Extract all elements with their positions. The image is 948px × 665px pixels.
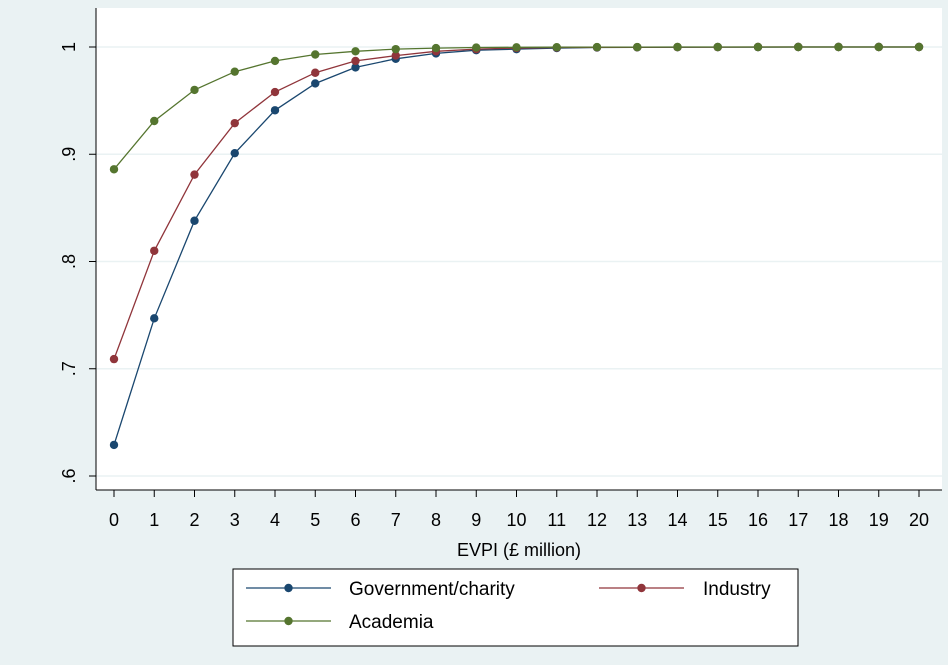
data-point-industry [150,246,159,255]
x-tick-label: 18 [828,510,848,530]
data-point-academia [431,43,441,53]
data-point-industry [190,170,199,179]
legend-label-industry: Industry [703,579,771,600]
data-point-industry [230,118,239,128]
x-tick-label: 8 [431,510,441,530]
legend-marker-industry [637,583,646,593]
y-tick-label: .6 [59,468,79,483]
data-point-industry [270,87,280,97]
data-point-academia [230,67,239,76]
x-tick-label: 6 [350,510,360,530]
data-point-academia [391,44,400,54]
data-point-academia [713,42,722,52]
x-tick-label: 19 [869,510,889,530]
data-point-government-charity [351,63,360,72]
x-tick-label: 17 [788,510,808,530]
data-point-government-charity [109,440,119,450]
x-tick-label: 16 [748,510,768,530]
data-point-academia [794,42,803,52]
data-point-academia [109,165,119,174]
data-point-academia [472,43,481,52]
data-point-academia [753,42,763,52]
legend-marker-government-charity [284,583,293,593]
axes: .6.7.8.910 1 2 3 4 5 6 7 8 9 10 11 12 13 14 15 16 17 18 19 2… [59,8,942,530]
legend-item-academia: Academia [246,612,434,633]
data-point-industry [109,354,119,364]
data-point-academia [351,47,360,56]
data-point-academia [190,85,199,95]
x-tick-label: 3 [230,510,240,530]
y-tick-label: .7 [59,361,79,376]
data-point-academia [150,116,159,126]
data-point-academia [311,50,320,59]
legend-label-government-charity: Government/charity [349,579,515,600]
data-point-government-charity [150,314,159,323]
x-tick-label: 13 [627,510,647,530]
data-point-government-charity [270,106,280,115]
data-point-academia [270,56,280,66]
data-point-industry [351,56,360,66]
y-tick-label: .9 [59,147,79,162]
legend: Government/charity Industry Academia [232,568,799,647]
x-tick-label: 12 [587,510,607,530]
series-academia [109,42,924,174]
x-tick-label: 10 [506,510,526,530]
data-point-industry [391,51,400,60]
x-axis-title: EVPI (£ million) [457,540,581,560]
x-tick-label: 14 [667,510,687,530]
y-tick-label: .8 [59,254,79,269]
legend-marker-academia [284,616,293,626]
x-tick-label: 4 [270,510,280,530]
x-tick-label: 20 [909,510,929,530]
x-tick-label: 2 [189,510,199,530]
x-tick-label: 7 [391,510,401,530]
legend-item-government-charity: Government/charity [246,579,515,600]
data-point-academia [552,43,561,52]
legend-item-industry: Industry [599,579,771,600]
data-point-academia [874,42,883,52]
legend-label-academia: Academia [349,612,434,633]
data-point-government-charity [230,148,239,158]
x-tick-label: 1 [149,510,159,530]
y-tick-label: 1 [59,42,79,52]
data-point-academia [592,42,602,52]
data-point-government-charity [190,216,199,225]
series-group [109,42,924,450]
data-point-academia [512,43,521,52]
legend-box [232,568,799,647]
data-point-government-charity [311,79,320,88]
data-point-academia [633,42,642,52]
x-tick-label: 5 [310,510,320,530]
data-point-academia [834,42,843,52]
plot-area [96,8,942,490]
data-point-academia [673,42,682,52]
x-tick-label: 0 [109,510,119,530]
x-tick-label: 9 [471,510,481,530]
data-point-industry [311,68,320,77]
x-tick-label: 11 [547,510,566,530]
x-tick-label: 15 [708,510,728,530]
data-point-academia [914,42,924,52]
